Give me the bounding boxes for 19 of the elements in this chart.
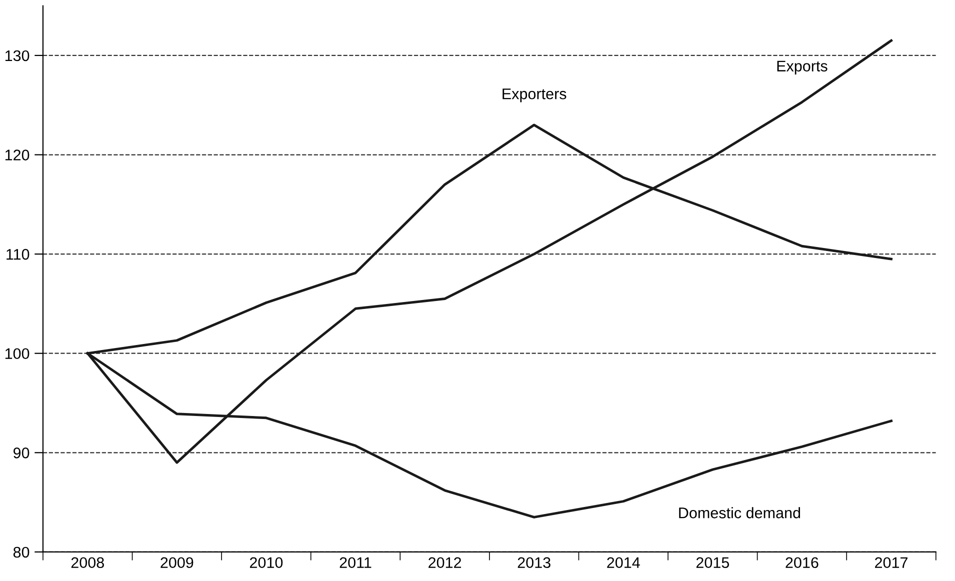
x-tick-label: 2008 [71, 557, 104, 568]
x-tick-label: 2014 [607, 557, 640, 568]
series-label: Domestic demand [679, 507, 800, 518]
y-tick-label: 120 [5, 150, 30, 160]
y-tick-label: 90 [14, 448, 30, 458]
series-label: Exports [777, 60, 828, 74]
series-label: Exporters [502, 88, 566, 102]
x-tick-label: 2009 [160, 557, 194, 568]
x-tick-label: 2013 [518, 557, 550, 568]
x-tick-label: 2017 [875, 557, 908, 568]
x-tick-label: 2015 [696, 557, 730, 568]
y-tick-label: 80 [13, 546, 30, 558]
x-tick-label: 2016 [786, 557, 818, 568]
x-tick-label: 2011 [340, 557, 372, 568]
y-tick-label: 100 [5, 348, 30, 360]
y-tick-label: 110 [6, 248, 30, 260]
x-tick-label: 2010 [250, 557, 283, 568]
y-tick-label: 130 [5, 50, 30, 62]
x-tick-label: 2012 [428, 557, 462, 568]
